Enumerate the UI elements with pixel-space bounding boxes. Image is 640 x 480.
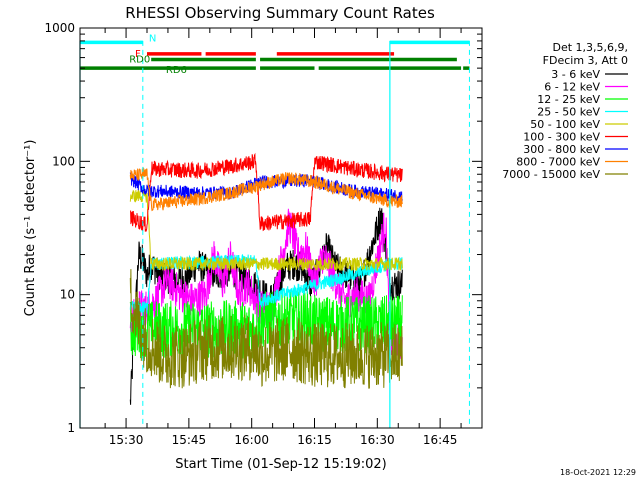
- x-tick-label: 15:45: [172, 433, 207, 447]
- generation-timestamp: 18-Oct-2021 12:29: [560, 468, 636, 477]
- legend-label: 300 - 800 keV: [523, 143, 600, 156]
- legend-label: 6 - 12 keV: [544, 81, 600, 94]
- y-axis-label: Count Rate (s⁻¹ detector⁻¹): [23, 140, 38, 317]
- legend-label: 3 - 6 keV: [551, 68, 600, 81]
- x-tick-label: 15:30: [109, 433, 144, 447]
- legend-label: 25 - 50 keV: [537, 106, 600, 119]
- flag-label-rd0: RD0: [129, 55, 150, 66]
- flag-label-n: N: [149, 33, 156, 44]
- x-tick-label: 16:00: [234, 433, 269, 447]
- flag-label-rd6: RD6: [166, 65, 187, 76]
- chart-title: RHESSI Observing Summary Count Rates: [125, 4, 435, 22]
- legend-header-line-2: FDecim 3, Att 0: [543, 54, 628, 67]
- series-line-8: [129, 269, 403, 389]
- x-axis-label: Start Time (01-Sep-12 15:19:02): [175, 457, 386, 472]
- plot-area: [79, 40, 470, 428]
- x-tick-label: 16:30: [360, 433, 395, 447]
- series-line-2: [129, 290, 403, 359]
- series-line-4: [129, 189, 403, 272]
- y-axis-ticks: 1 10 100 1000: [44, 21, 482, 435]
- series-line-7: [129, 166, 403, 212]
- legend-label: 7000 - 15000 keV: [502, 168, 600, 181]
- y-tick-label: 1000: [44, 21, 75, 35]
- flag-label-f: F: [135, 49, 141, 60]
- x-axis-ticks: 15:30 15:45 16:00 16:15 16:30 16:45: [104, 28, 483, 447]
- legend-label: 12 - 25 keV: [537, 93, 600, 106]
- legend-header-line-1: Det 1,3,5,6,9,: [552, 41, 628, 54]
- legend-label: 50 - 100 keV: [530, 118, 600, 131]
- legend: Det 1,3,5,6,9, FDecim 3, Att 0 3 - 6 keV…: [502, 41, 628, 181]
- data-series: [129, 152, 403, 405]
- legend-label: 100 - 300 keV: [523, 131, 600, 144]
- x-tick-label: 16:45: [423, 433, 458, 447]
- y-tick-label: 100: [52, 154, 75, 168]
- legend-label: 800 - 7000 keV: [516, 156, 600, 169]
- y-tick-label: 10: [60, 288, 75, 302]
- flag-bars: [80, 40, 470, 70]
- series-line-5: [130, 152, 403, 232]
- x-tick-label: 16:15: [297, 433, 332, 447]
- plot-frame: [79, 27, 483, 429]
- y-tick-label: 1: [67, 421, 75, 435]
